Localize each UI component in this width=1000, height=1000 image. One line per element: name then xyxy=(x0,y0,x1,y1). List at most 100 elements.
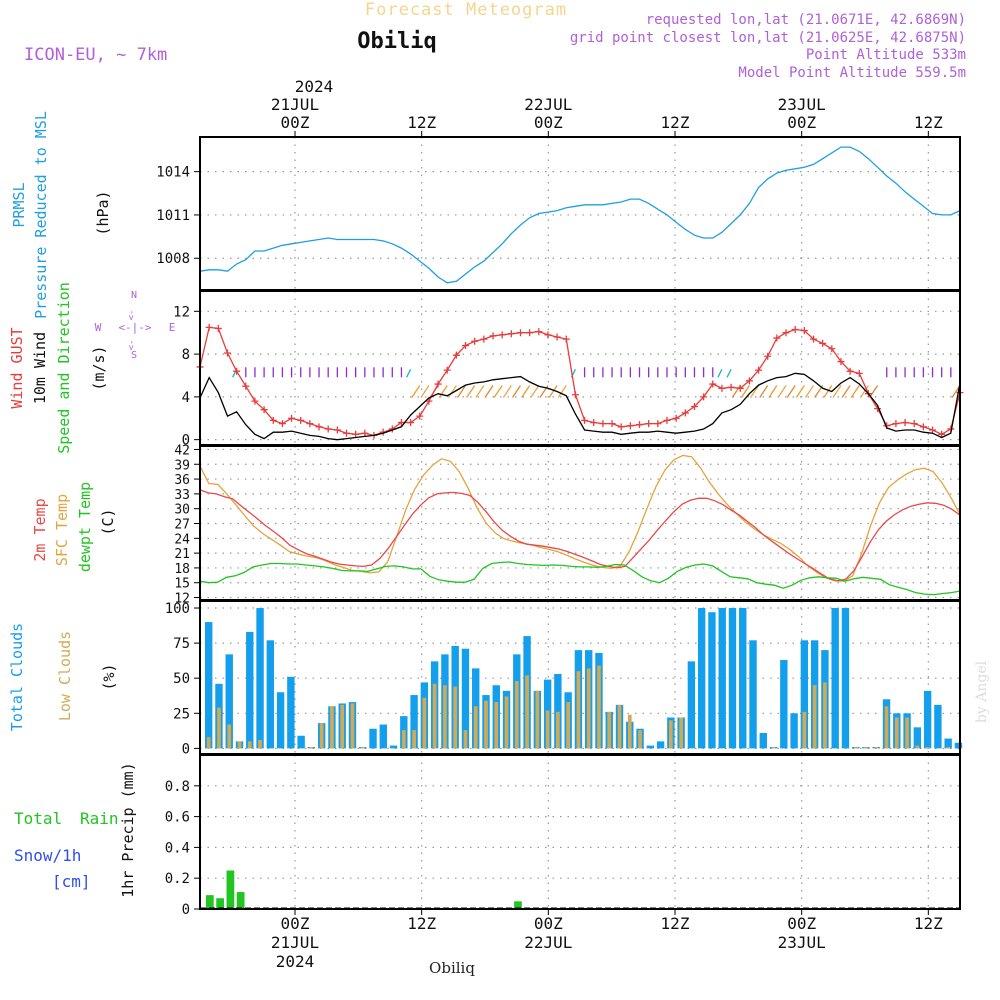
gust-marker xyxy=(782,329,790,337)
pressure-unit: (hPa) xyxy=(94,190,112,235)
gust-marker xyxy=(498,331,506,339)
bottom-hour-label: 12Z xyxy=(407,914,436,933)
pressure-line xyxy=(199,146,961,284)
pressure-panel-frame xyxy=(199,136,961,291)
model-label: ICON-EU, ~ 7km xyxy=(24,45,167,65)
gust-marker xyxy=(709,380,717,388)
precip-tick-labels: 0.8 0.6 0.4 0.2 0 xyxy=(165,779,200,918)
gust-marker xyxy=(416,412,424,420)
gust-marker xyxy=(809,335,817,343)
y-tick-label: 24 xyxy=(174,532,190,547)
requested-coords: requested lon,lat (21.0671E, 42.6869N) xyxy=(646,12,966,28)
bottom-hour-label: 12Z xyxy=(914,914,943,933)
gust-marker xyxy=(324,425,332,433)
y-tick-label: 12 xyxy=(173,304,190,320)
low-cloud-bar xyxy=(853,746,858,749)
total-cloud-bar xyxy=(718,608,726,749)
total-cloud-bar xyxy=(708,612,716,749)
bottom-hour-label: 00Z xyxy=(281,914,310,933)
low-cloud-bar xyxy=(597,665,601,749)
low-cloud-bar xyxy=(443,685,447,749)
low-cloud-bar xyxy=(422,697,427,749)
wind-unit: (m/s) xyxy=(90,345,108,390)
gust-line xyxy=(199,326,961,437)
wind-direction-arrow xyxy=(823,385,833,398)
top-date-label: 22JUL xyxy=(524,95,572,114)
y-tick-label: 25 xyxy=(173,706,190,722)
wind-direction-arrow xyxy=(438,385,448,398)
gust-marker xyxy=(269,416,277,424)
total-cloud-bar xyxy=(410,695,418,749)
gust-marker xyxy=(681,409,689,417)
low-cloud-bar xyxy=(576,671,581,749)
wind-direction-arrow xyxy=(475,385,485,398)
gust-marker xyxy=(700,393,708,401)
gust-marker xyxy=(516,329,524,337)
low-cloud-bar xyxy=(330,706,334,749)
y-tick-label: 15 xyxy=(174,577,190,592)
gust-marker xyxy=(471,337,479,345)
bottom-hour-label: 12Z xyxy=(661,914,690,933)
gust-marker xyxy=(645,420,653,428)
total-cloud-bar xyxy=(266,640,275,749)
wind-direction-arrow xyxy=(804,385,815,398)
gust-marker xyxy=(581,416,589,424)
wind-direction-arrow xyxy=(548,385,558,398)
gust-marker xyxy=(901,419,909,427)
wind-direction-arrow xyxy=(869,385,879,398)
low-cloud-bar xyxy=(894,717,899,749)
gust-marker xyxy=(919,423,927,431)
low-cloud-bar xyxy=(607,711,612,749)
y-tick-label: 1014 xyxy=(156,165,190,181)
y-tick-label: 30 xyxy=(174,503,190,518)
low-cloud-bar xyxy=(586,668,591,749)
gust-marker xyxy=(233,367,241,375)
wind-speed-line xyxy=(199,372,961,441)
wind-tick-labels: 12 8 4 0 xyxy=(173,304,200,449)
wind-direction-arrow xyxy=(795,385,805,398)
gust-marker xyxy=(480,335,488,343)
watermark: by Angel xyxy=(974,660,990,723)
gust-marker xyxy=(507,330,515,338)
dewpoint-line xyxy=(199,561,961,596)
wind-label-gust: Wind GUST xyxy=(8,327,26,408)
y-tick-label: 12 xyxy=(174,592,190,607)
svg-text:E: E xyxy=(169,321,176,334)
y-tick-label: 1011 xyxy=(156,208,190,224)
gust-marker xyxy=(205,323,213,331)
gust-marker xyxy=(718,384,726,392)
wind-direction-arrow xyxy=(832,385,842,398)
wind-direction-arrow xyxy=(406,369,412,378)
total-cloud-bar xyxy=(749,640,757,749)
low-cloud-bar xyxy=(545,710,550,749)
total-cloud-bar xyxy=(728,608,737,749)
y-tick-label: 42 xyxy=(174,443,190,458)
gust-marker xyxy=(773,334,781,342)
total-cloud-bar xyxy=(923,690,932,749)
low-cloud-bar xyxy=(514,681,519,749)
bottom-date-label: 21JUL xyxy=(271,933,319,952)
low-cloud-bar xyxy=(473,706,478,749)
low-cloud-bar xyxy=(206,737,211,749)
gust-marker xyxy=(242,382,250,390)
footer-station: Obiliq xyxy=(429,959,475,977)
low-cloud-bar xyxy=(802,711,807,749)
low-cloud-bar xyxy=(247,741,252,749)
gust-marker xyxy=(489,332,497,340)
low-cloud-bar xyxy=(884,706,889,749)
precip-panel-frame xyxy=(199,754,961,910)
y-tick-label: 50 xyxy=(173,671,190,687)
low-cloud-bar xyxy=(669,720,673,749)
gust-marker xyxy=(800,327,808,335)
low-cloud-bar xyxy=(812,685,817,749)
gust-marker xyxy=(819,339,827,347)
low-cloud-bar xyxy=(915,745,920,749)
gust-marker xyxy=(260,406,268,414)
wind-direction-arrow xyxy=(457,385,467,398)
gust-marker xyxy=(361,429,369,437)
low-cloud-bar xyxy=(412,730,416,749)
wind-direction-arrow xyxy=(740,385,750,398)
